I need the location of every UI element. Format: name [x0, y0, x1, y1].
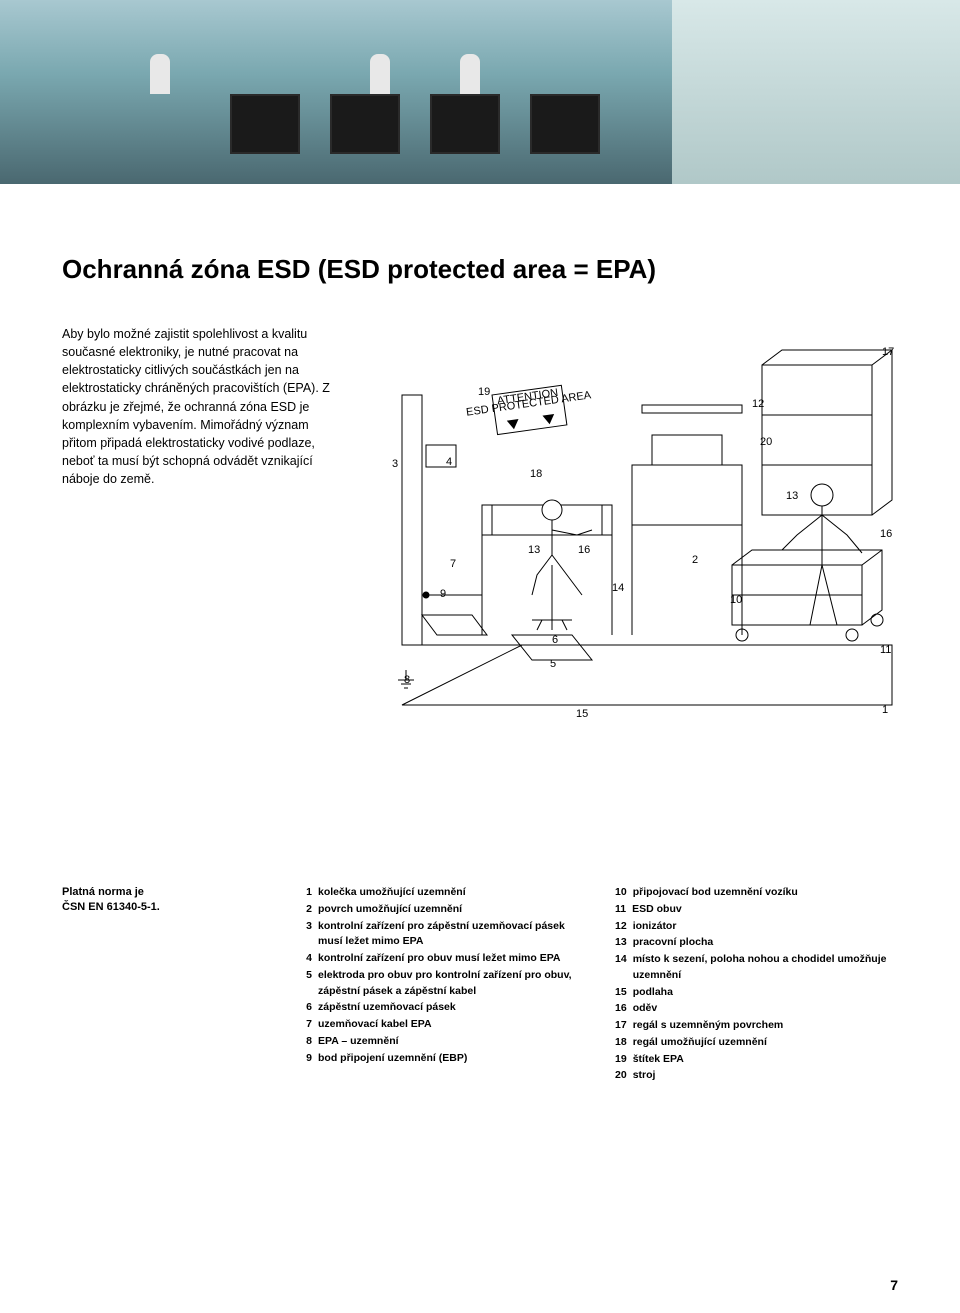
svg-text:16: 16 — [578, 544, 590, 556]
svg-text:7: 7 — [450, 558, 456, 570]
svg-text:17: 17 — [882, 346, 894, 358]
hero-photo-strip — [0, 0, 960, 184]
legend-item: 16oděv — [615, 1001, 898, 1017]
svg-text:1: 1 — [882, 704, 888, 716]
legend-item: 12ionizátor — [615, 919, 898, 935]
svg-text:13: 13 — [786, 490, 798, 502]
legend-column-left: 1kolečka umožňující uzemnění2povrch umož… — [302, 885, 585, 1085]
svg-text:8: 8 — [404, 674, 410, 686]
legend-item: 10připojovací bod uzemnění vozíku — [615, 885, 898, 901]
legend-item: 19štítek EPA — [615, 1052, 898, 1068]
legend-item: 11ESD obuv — [615, 902, 898, 918]
legend-item: 17regál s uzemněným povrchem — [615, 1018, 898, 1034]
legend-item: 20stroj — [615, 1068, 898, 1084]
page-title: Ochranná zóna ESD (ESD protected area = … — [62, 254, 898, 285]
svg-text:3: 3 — [392, 458, 398, 470]
esd-diagram: ATTENTION ESD PROTECTED AREA — [382, 325, 902, 745]
svg-text:12: 12 — [752, 398, 764, 410]
intro-paragraph: Aby bylo možné zajistit spolehlivost a k… — [62, 325, 342, 745]
hero-photo-right — [672, 0, 960, 184]
norm-label: Platná norma je ČSN EN 61340-5-1. — [62, 885, 262, 1085]
svg-text:4: 4 — [446, 456, 452, 468]
svg-text:20: 20 — [760, 436, 772, 448]
legend-column-right: 10připojovací bod uzemnění vozíku11ESD o… — [615, 885, 898, 1085]
svg-text:15: 15 — [576, 708, 588, 720]
legend-item: 5elektroda pro obuv pro kontrolní zaříze… — [302, 968, 585, 1000]
legend-item: 1kolečka umožňující uzemnění — [302, 885, 585, 901]
hero-photo-left — [0, 0, 672, 184]
svg-text:18: 18 — [530, 468, 542, 480]
svg-text:9: 9 — [440, 588, 446, 600]
svg-text:2: 2 — [692, 554, 698, 566]
legend-item: 2povrch umožňující uzemnění — [302, 902, 585, 918]
legend-item: 18regál umožňující uzemnění — [615, 1035, 898, 1051]
legend-item: 14místo k sezení, poloha nohou a chodide… — [615, 952, 898, 984]
legend-item: 13pracovní plocha — [615, 935, 898, 951]
svg-text:11: 11 — [880, 644, 891, 656]
svg-text:10: 10 — [730, 594, 742, 606]
page-number: 7 — [890, 1277, 898, 1293]
legend-item: 9bod připojení uzemnění (EBP) — [302, 1051, 585, 1067]
svg-text:14: 14 — [612, 582, 624, 594]
legend-item: 7uzemňovací kabel EPA — [302, 1017, 585, 1033]
svg-text:6: 6 — [552, 634, 558, 646]
legend-item: 6zápěstní uzemňovací pásek — [302, 1000, 585, 1016]
legend-item: 15podlaha — [615, 985, 898, 1001]
svg-text:5: 5 — [550, 658, 556, 670]
legend-item: 3kontrolní zařízení pro zápěstní uzemňov… — [302, 919, 585, 951]
svg-text:13: 13 — [528, 544, 540, 556]
legend-item: 8EPA – uzemnění — [302, 1034, 585, 1050]
svg-text:16: 16 — [880, 528, 892, 540]
svg-text:19: 19 — [478, 386, 490, 398]
legend-item: 4kontrolní zařízení pro obuv musí ležet … — [302, 951, 585, 967]
